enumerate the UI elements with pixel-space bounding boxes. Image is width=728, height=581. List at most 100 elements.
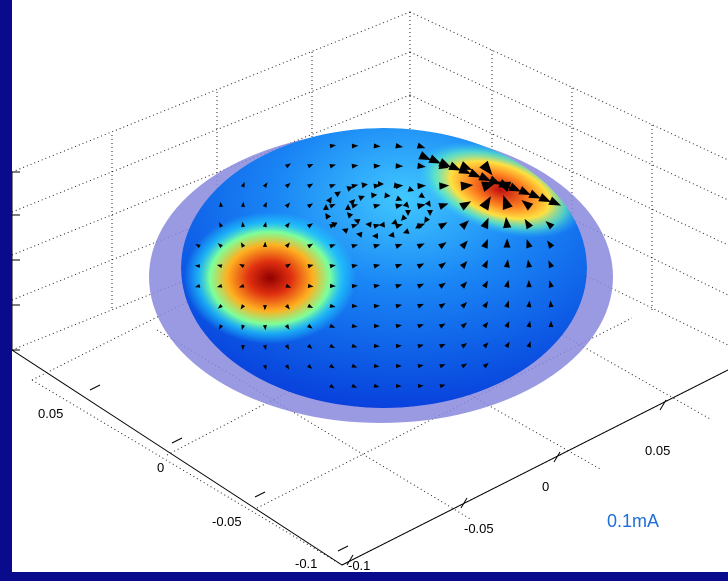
- quiver-arrow: [329, 244, 336, 249]
- quiver-arrow: [351, 383, 358, 388]
- quiver-arrow: [351, 244, 359, 249]
- quiver-arrow: [238, 283, 245, 288]
- arrow-scale-label: 0.1mA: [607, 511, 659, 531]
- quiver-arrow: [482, 362, 489, 369]
- quiver-arrow: [351, 263, 359, 269]
- vortex-arrow: [358, 195, 365, 202]
- quiver-arrow: [329, 263, 336, 269]
- quiver-arrow: [374, 323, 380, 329]
- quiver-arrow: [307, 283, 314, 288]
- quiver-arrow: [307, 183, 314, 189]
- quiver-arrow: [439, 364, 446, 369]
- chart-svg: 0.05 0 -0.05 -0.1 -0.1 -0.05 0 0.05 0.1m…: [12, 11, 728, 572]
- quiver-arrow: [481, 280, 488, 289]
- quiver-arrow: [217, 303, 223, 309]
- quiver-arrow: [548, 300, 554, 308]
- quiver-arrow: [502, 194, 513, 210]
- quiver-arrow: [504, 341, 510, 349]
- quiver-arrow: [528, 189, 542, 199]
- vortex-arrow: [407, 186, 415, 192]
- quiver-arrow: [416, 142, 426, 149]
- quiver-arrow: [262, 201, 267, 208]
- quiver-arrow: [216, 264, 223, 269]
- vortex-arrow: [424, 200, 431, 207]
- quiver-arrow: [240, 242, 246, 248]
- quiver-arrow: [351, 143, 359, 149]
- quiver-arrow: [439, 182, 450, 190]
- quiver-arrow: [488, 175, 502, 185]
- quiver-arrow: [329, 203, 336, 209]
- quiver-arrow: [459, 220, 470, 230]
- quiver-arrow: [461, 363, 468, 369]
- quiver-arrow: [460, 181, 474, 191]
- quiver-arrow: [217, 243, 223, 249]
- vortex-arrow: [388, 231, 395, 238]
- vortex-arrow: [402, 228, 410, 234]
- quiver-arrow: [306, 363, 313, 370]
- quiver-arrow: [417, 182, 427, 190]
- quiver-arrow: [504, 321, 510, 329]
- quiver-arrow: [438, 323, 446, 329]
- quiver-arrow: [373, 283, 381, 289]
- vortex-arrow: [346, 186, 354, 192]
- quiver-arrow: [526, 341, 531, 348]
- quiver-arrow: [262, 241, 268, 247]
- quiver-arrow: [503, 238, 511, 248]
- quiver-arrow: [284, 202, 291, 209]
- quiver-arrow: [351, 363, 358, 368]
- quiver-arrow: [417, 162, 426, 169]
- quiver-arrow: [284, 364, 290, 370]
- quiver-arrow: [241, 221, 246, 228]
- quiver-arrow: [395, 243, 403, 249]
- vortex-arrow: [345, 204, 351, 210]
- quiver-arrow: [240, 181, 245, 188]
- quiver-arrow: [460, 342, 468, 349]
- quiver-arrow: [526, 239, 533, 249]
- x-tick-label: 0.05: [38, 406, 63, 421]
- quiver-arrow: [460, 322, 468, 329]
- vortex-arrow: [323, 204, 329, 210]
- quiver-arrow: [351, 163, 359, 169]
- quiver-arrow: [416, 283, 425, 289]
- quiver-arrow: [416, 243, 425, 250]
- quiver-arrow: [459, 201, 472, 211]
- quiver-arrow: [458, 165, 472, 175]
- quiver-arrow: [438, 222, 448, 230]
- quiver-arrow: [503, 259, 510, 268]
- quiver-arrow: [284, 222, 290, 229]
- quiver-arrow: [285, 163, 291, 169]
- quiver-arrow: [482, 301, 489, 309]
- vortex-arrow: [325, 213, 332, 220]
- quiver-arrow: [329, 223, 336, 229]
- quiver-arrow: [395, 323, 402, 329]
- vortex-arrow: [402, 201, 410, 208]
- quiver-arrow: [306, 203, 314, 209]
- quiver-arrow: [351, 323, 358, 328]
- quiver-arrow: [307, 323, 313, 329]
- y-tick-label: 0: [542, 479, 549, 494]
- quiver-arrow: [482, 321, 489, 329]
- vortex-arrow: [334, 191, 341, 198]
- quiver-arrow: [526, 300, 532, 308]
- quiver-arrow: [481, 181, 497, 192]
- x-tick-label: -0.1: [295, 556, 317, 571]
- quiver-arrow: [373, 203, 381, 209]
- quiver-arrow: [239, 264, 245, 269]
- vortex-arrow: [424, 216, 430, 224]
- y-tick-label: -0.05: [464, 521, 494, 536]
- quiver-arrows: [194, 142, 562, 389]
- quiver-arrow: [448, 161, 462, 171]
- quiver-arrow: [395, 163, 404, 169]
- vortex-arrow: [427, 210, 433, 216]
- quiver-arrow: [526, 279, 532, 288]
- quiver-arrow: [306, 223, 314, 229]
- quiver-arrow: [417, 324, 424, 329]
- quiver-arrow: [479, 160, 493, 176]
- quiver-arrow: [395, 203, 404, 210]
- quiver-arrow: [482, 342, 489, 349]
- quiver-arrow: [439, 384, 446, 389]
- quiver-arrow: [219, 201, 224, 208]
- vortex-arrow: [326, 196, 332, 204]
- quiver-arrow: [416, 203, 426, 210]
